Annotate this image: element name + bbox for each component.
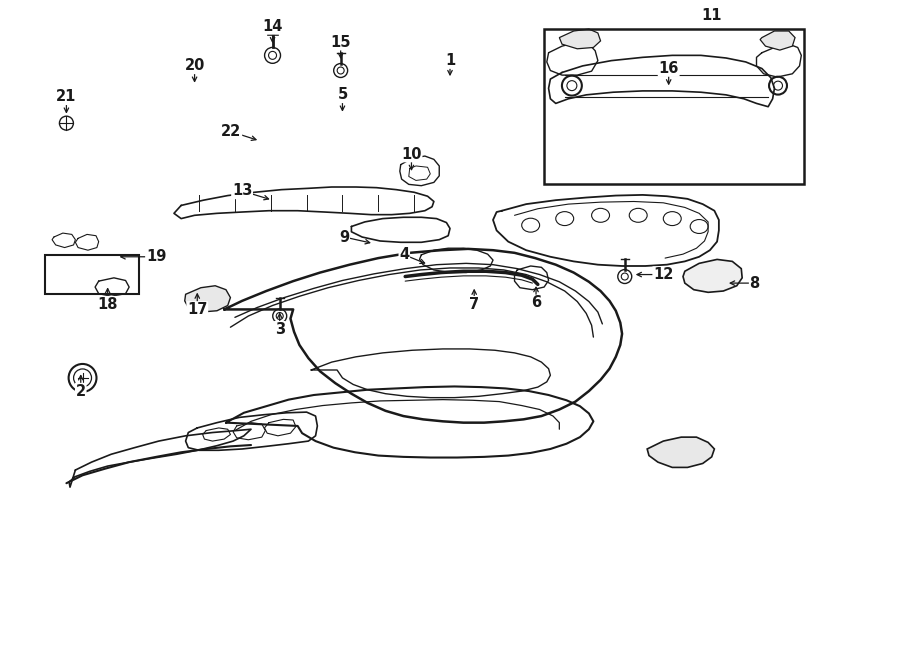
Polygon shape: [184, 286, 230, 312]
Polygon shape: [760, 31, 795, 50]
Text: 17: 17: [187, 302, 208, 317]
Text: 9: 9: [339, 229, 349, 245]
Text: 18: 18: [97, 297, 118, 312]
Text: 22: 22: [221, 124, 241, 139]
Text: 3: 3: [274, 322, 284, 336]
Text: 21: 21: [56, 89, 76, 104]
Text: 5: 5: [338, 87, 347, 102]
Text: 7: 7: [469, 297, 480, 312]
Text: 13: 13: [232, 184, 252, 198]
Bar: [544, 29, 804, 184]
Text: 12: 12: [653, 267, 673, 282]
Bar: [45, 254, 139, 294]
Text: 11: 11: [701, 9, 722, 23]
Text: 2: 2: [76, 383, 86, 399]
Polygon shape: [647, 437, 715, 467]
Text: 4: 4: [400, 247, 410, 262]
Text: 20: 20: [184, 58, 205, 73]
Text: 8: 8: [750, 276, 760, 291]
Text: 1: 1: [445, 53, 455, 68]
Polygon shape: [683, 259, 742, 292]
Text: 15: 15: [330, 34, 351, 50]
Text: 14: 14: [263, 19, 283, 34]
Text: 16: 16: [659, 61, 679, 76]
Text: 19: 19: [146, 249, 166, 264]
Text: 10: 10: [401, 147, 422, 161]
Polygon shape: [559, 29, 600, 49]
Text: 6: 6: [531, 295, 541, 311]
